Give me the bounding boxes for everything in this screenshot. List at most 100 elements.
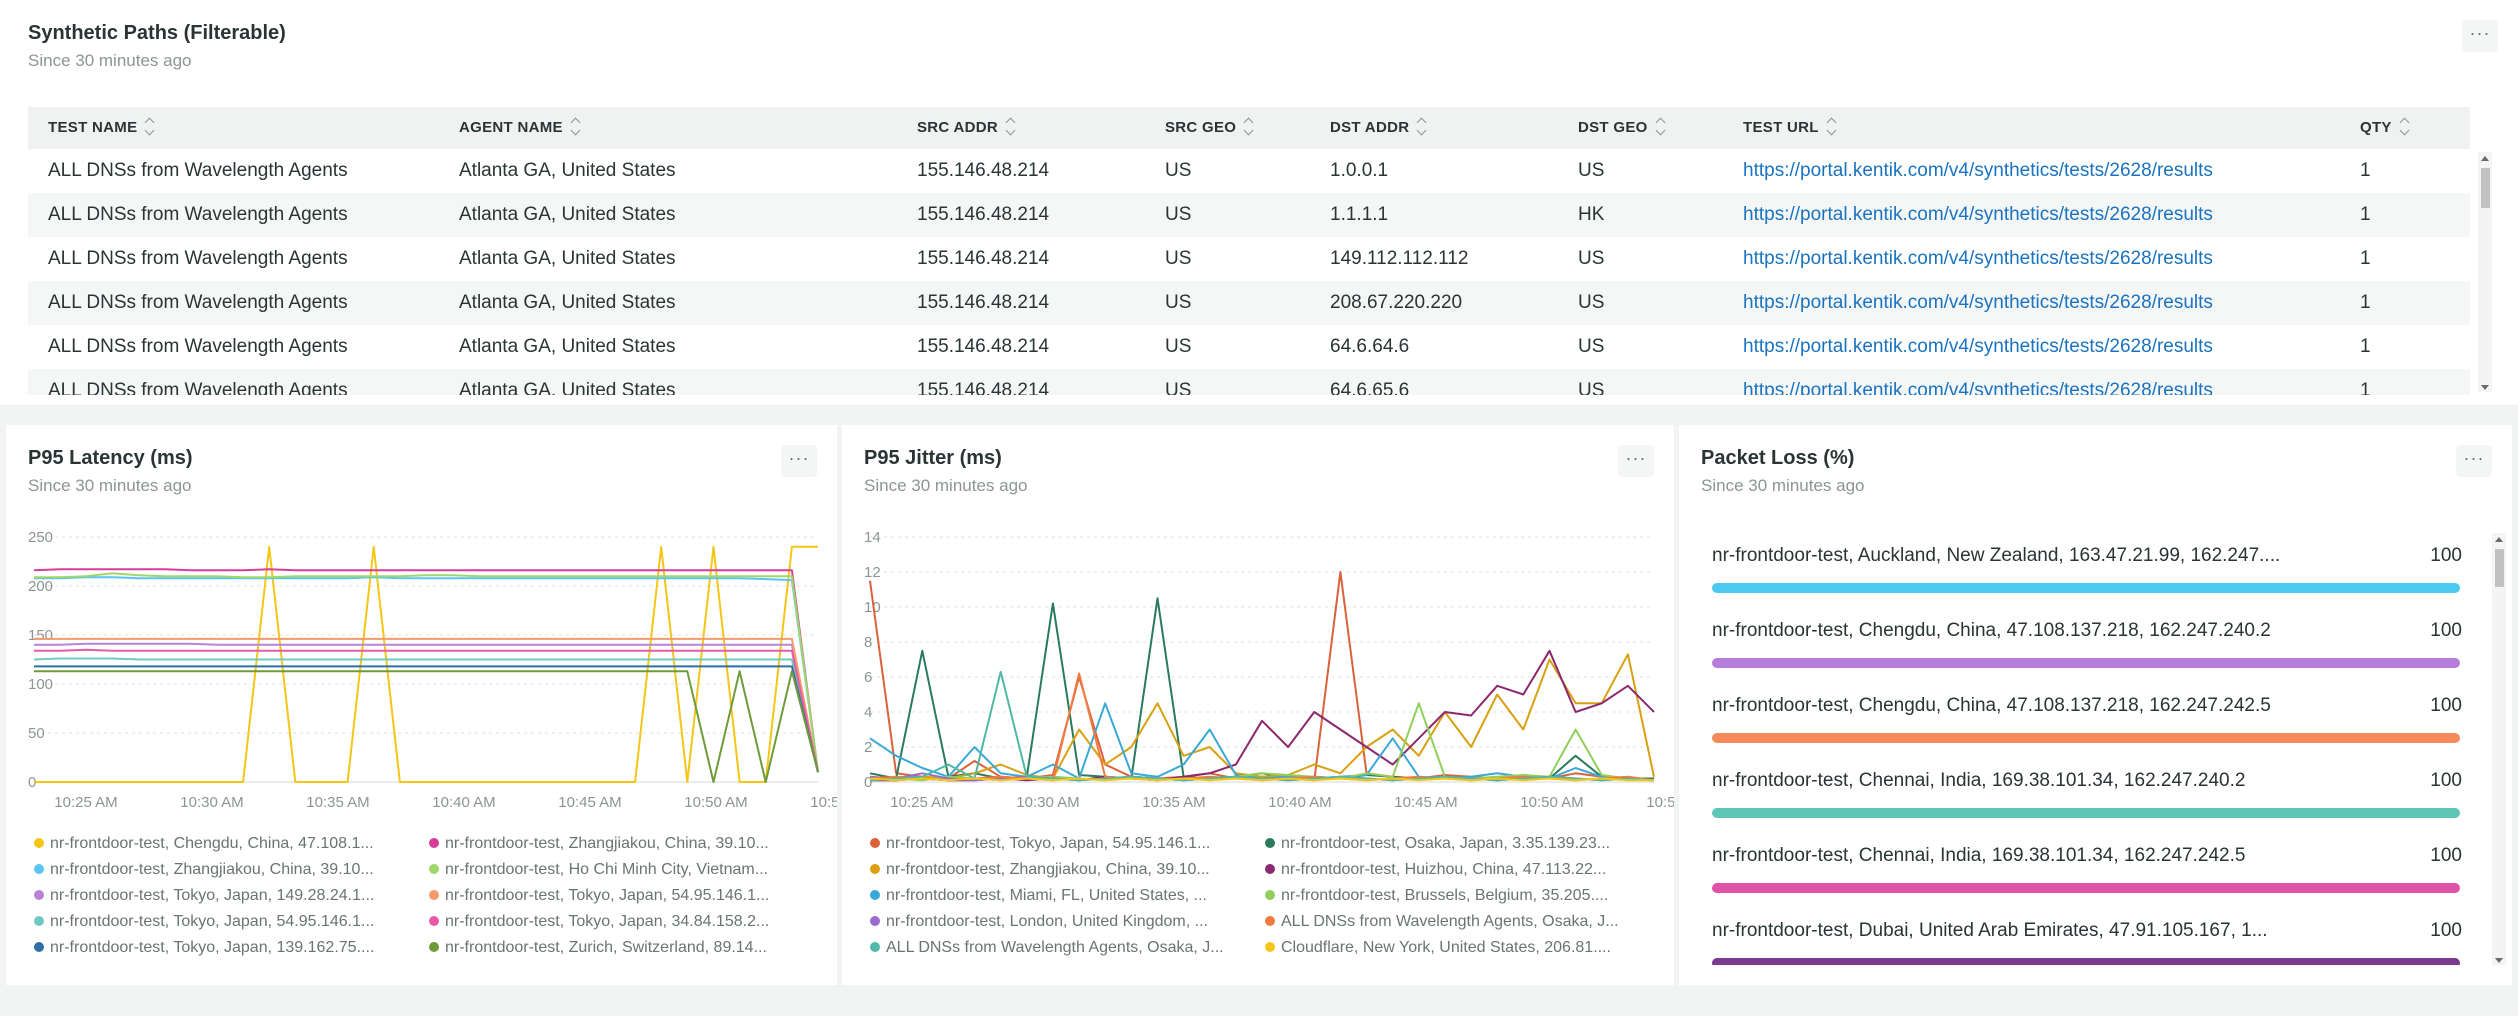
- legend-item[interactable]: ALL DNSs from Wavelength Agents, Osaka, …: [870, 939, 1258, 957]
- cell-test-url[interactable]: https://portal.kentik.com/v4/synthetics/…: [1743, 204, 2213, 225]
- column-header-dst-addr[interactable]: DST ADDR: [1330, 107, 1427, 149]
- column-header-src-geo[interactable]: SRC GEO: [1165, 107, 1254, 149]
- legend-item[interactable]: nr-frontdoor-test, Tokyo, Japan, 54.95.1…: [34, 913, 422, 931]
- legend-item[interactable]: nr-frontdoor-test, Tokyo, Japan, 54.95.1…: [429, 887, 817, 905]
- series-line-2[interactable]: [34, 576, 819, 773]
- series-line-8[interactable]: [34, 665, 819, 773]
- x-tick-label: 10:25 AM: [890, 794, 953, 811]
- scrollbar-thumb[interactable]: [2481, 168, 2490, 208]
- series-line-8[interactable]: [869, 670, 1655, 782]
- series-line-2[interactable]: [869, 653, 1655, 782]
- table-row[interactable]: ALL DNSs from Wavelength Agents Atlanta G…: [28, 281, 2470, 325]
- table-row[interactable]: ALL DNSs from Wavelength Agents Atlanta G…: [28, 149, 2470, 193]
- cell-agent-name: Atlanta GA, United States: [459, 160, 676, 181]
- legend-item[interactable]: nr-frontdoor-test, Miami, FL, United Sta…: [870, 887, 1258, 905]
- legend-item[interactable]: ALL DNSs from Wavelength Agents, Osaka, …: [1265, 913, 1653, 931]
- cell-src-geo: US: [1165, 336, 1192, 357]
- y-tick-label: 12: [864, 564, 881, 581]
- legend-item[interactable]: nr-frontdoor-test, London, United Kingdo…: [870, 913, 1258, 931]
- series-line-0[interactable]: [869, 571, 1655, 782]
- panel-menu-button[interactable]: ···: [2456, 445, 2492, 477]
- series-line-9[interactable]: [869, 777, 1654, 782]
- cell-src-geo: US: [1165, 380, 1192, 395]
- table-row[interactable]: ALL DNSs from Wavelength Agents Atlanta G…: [28, 193, 2470, 237]
- column-header-test-name[interactable]: TEST NAME: [48, 107, 155, 149]
- series-line-1[interactable]: [869, 597, 1654, 782]
- series-line-4[interactable]: [34, 642, 819, 773]
- legend-item[interactable]: nr-frontdoor-test, Ho Chi Minh City, Vie…: [429, 861, 817, 879]
- y-tick-label: 14: [864, 529, 881, 546]
- packet-loss-scrollbar[interactable]: [2492, 533, 2506, 965]
- packet-loss-item[interactable]: nr-frontdoor-test, Dubai, United Arab Em…: [1712, 920, 2462, 965]
- table-scrollbar[interactable]: [2478, 152, 2492, 392]
- scroll-up-icon[interactable]: [2495, 537, 2503, 542]
- panel-subtitle: Since 30 minutes ago: [864, 476, 1028, 495]
- cell-src-addr: 155.146.48.214: [917, 380, 1050, 395]
- legend-item[interactable]: nr-frontdoor-test, Zhangjiakou, China, 3…: [870, 861, 1258, 879]
- table-row[interactable]: ALL DNSs from Wavelength Agents Atlanta G…: [28, 237, 2470, 281]
- scroll-up-icon[interactable]: [2481, 156, 2489, 161]
- packet-loss-label: nr-frontdoor-test, Dubai, United Arab Em…: [1712, 920, 2268, 941]
- x-tick-label: 10:35 AM: [306, 794, 369, 811]
- legend-label: nr-frontdoor-test, Zhangjiakou, China, 3…: [886, 861, 1210, 878]
- table-row[interactable]: ALL DNSs from Wavelength Agents Atlanta G…: [28, 325, 2470, 369]
- packet-loss-label: nr-frontdoor-test, Chennai, India, 169.3…: [1712, 770, 2246, 791]
- legend-item[interactable]: nr-frontdoor-test, Tokyo, Japan, 139.162…: [34, 939, 422, 957]
- legend-item[interactable]: Cloudflare, New York, United States, 206…: [1265, 939, 1653, 957]
- legend-item[interactable]: nr-frontdoor-test, Zurich, Switzerland, …: [429, 939, 817, 957]
- packet-loss-item[interactable]: nr-frontdoor-test, Chennai, India, 169.3…: [1712, 770, 2462, 830]
- sort-icon: [1656, 119, 1666, 135]
- scroll-down-icon[interactable]: [2495, 958, 2503, 963]
- column-header-test-url[interactable]: TEST URL: [1743, 107, 1837, 149]
- column-header-src-addr[interactable]: SRC ADDR: [917, 107, 1016, 149]
- panel-menu-button[interactable]: ···: [1618, 445, 1654, 477]
- scrollbar-thumb[interactable]: [2495, 549, 2504, 587]
- cell-test-url[interactable]: https://portal.kentik.com/v4/synthetics/…: [1743, 336, 2213, 357]
- column-label: DST ADDR: [1330, 119, 1410, 136]
- legend-dot-icon: [1265, 890, 1275, 900]
- legend-item[interactable]: nr-frontdoor-test, Osaka, Japan, 3.35.13…: [1265, 835, 1653, 853]
- x-tick-label: 10:50 AM: [684, 794, 747, 811]
- series-line-6[interactable]: [33, 657, 819, 773]
- series-line-3[interactable]: [34, 572, 819, 773]
- cell-test-url[interactable]: https://portal.kentik.com/v4/synthetics/…: [1743, 292, 2213, 313]
- column-header-qty[interactable]: QTY: [2360, 107, 2410, 149]
- cell-test-url[interactable]: https://portal.kentik.com/v4/synthetics/…: [1743, 380, 2213, 395]
- packet-loss-item[interactable]: nr-frontdoor-test, Chengdu, China, 47.10…: [1712, 620, 2462, 680]
- series-line-0[interactable]: [34, 545, 818, 783]
- table-row[interactable]: ALL DNSs from Wavelength Agents Atlanta G…: [28, 369, 2470, 395]
- legend-item[interactable]: nr-frontdoor-test, Zhangjiakou, China, 3…: [34, 861, 422, 879]
- cell-test-url[interactable]: https://portal.kentik.com/v4/synthetics/…: [1743, 160, 2213, 181]
- legend-label: nr-frontdoor-test, Brussels, Belgium, 35…: [1281, 887, 1609, 904]
- cell-test-url[interactable]: https://portal.kentik.com/v4/synthetics/…: [1743, 248, 2213, 269]
- legend-dot-icon: [429, 942, 439, 952]
- panel-menu-button[interactable]: ···: [2462, 20, 2498, 52]
- legend-label: nr-frontdoor-test, London, United Kingdo…: [886, 913, 1208, 930]
- legend-item[interactable]: nr-frontdoor-test, Zhangjiakou, China, 3…: [429, 835, 817, 853]
- legend-item[interactable]: nr-frontdoor-test, Chengdu, China, 47.10…: [34, 835, 422, 853]
- legend-item[interactable]: nr-frontdoor-test, Tokyo, Japan, 149.28.…: [34, 887, 422, 905]
- column-header-agent-name[interactable]: AGENT NAME: [459, 107, 581, 149]
- series-line-7[interactable]: [34, 648, 819, 773]
- packet-loss-item[interactable]: nr-frontdoor-test, Auckland, New Zealand…: [1712, 545, 2462, 605]
- scroll-down-icon[interactable]: [2481, 385, 2489, 390]
- series-line-1[interactable]: [33, 568, 819, 773]
- legend-item[interactable]: nr-frontdoor-test, Tokyo, Japan, 54.95.1…: [870, 835, 1258, 853]
- x-tick-label: 10:45 AM: [558, 794, 621, 811]
- legend-label: Cloudflare, New York, United States, 206…: [1281, 939, 1611, 956]
- panel-menu-button[interactable]: ···: [781, 445, 817, 477]
- packet-loss-item[interactable]: nr-frontdoor-test, Chennai, India, 169.3…: [1712, 845, 2462, 905]
- column-header-dst-geo[interactable]: DST GEO: [1578, 107, 1666, 149]
- legend-label: nr-frontdoor-test, Tokyo, Japan, 149.28.…: [50, 887, 375, 904]
- legend-item[interactable]: nr-frontdoor-test, Tokyo, Japan, 34.84.1…: [429, 913, 817, 931]
- y-tick-label: 2: [864, 739, 872, 756]
- packet-loss-bar: [1712, 583, 2460, 593]
- legend-item[interactable]: nr-frontdoor-test, Huizhou, China, 47.11…: [1265, 861, 1653, 879]
- legend-label: nr-frontdoor-test, Tokyo, Japan, 54.95.1…: [886, 835, 1211, 852]
- packet-loss-value: 100: [2430, 620, 2462, 641]
- cell-dst-geo: US: [1578, 160, 1605, 181]
- legend-item[interactable]: nr-frontdoor-test, Brussels, Belgium, 35…: [1265, 887, 1653, 905]
- series-line-9[interactable]: [34, 670, 819, 783]
- series-line-5[interactable]: [34, 637, 819, 773]
- packet-loss-item[interactable]: nr-frontdoor-test, Chengdu, China, 47.10…: [1712, 695, 2462, 755]
